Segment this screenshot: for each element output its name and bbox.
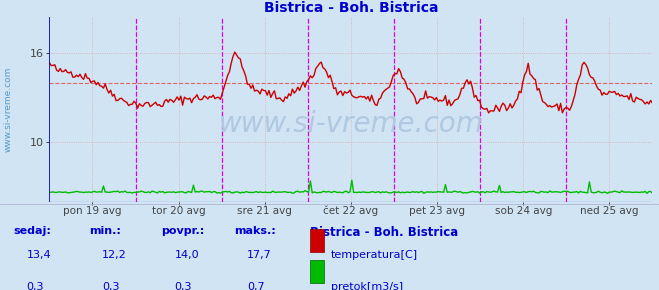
- Text: www.si-vreme.com: www.si-vreme.com: [219, 110, 483, 138]
- Text: 17,7: 17,7: [247, 250, 272, 260]
- Text: 13,4: 13,4: [26, 250, 51, 260]
- Text: 0,3: 0,3: [102, 282, 120, 290]
- Text: min.:: min.:: [89, 226, 121, 235]
- Text: 12,2: 12,2: [102, 250, 127, 260]
- Text: 0,3: 0,3: [26, 282, 44, 290]
- Text: Bistrica - Boh. Bistrica: Bistrica - Boh. Bistrica: [310, 226, 458, 239]
- Text: www.si-vreme.com: www.si-vreme.com: [4, 67, 13, 152]
- Title: Bistrica - Boh. Bistrica: Bistrica - Boh. Bistrica: [264, 1, 438, 15]
- Text: 0,3: 0,3: [175, 282, 192, 290]
- Bar: [310, 260, 324, 283]
- Text: temperatura[C]: temperatura[C]: [331, 250, 418, 260]
- Text: maks.:: maks.:: [234, 226, 275, 235]
- Text: 14,0: 14,0: [175, 250, 199, 260]
- Text: povpr.:: povpr.:: [161, 226, 205, 235]
- Bar: [310, 229, 324, 252]
- Text: pretok[m3/s]: pretok[m3/s]: [331, 282, 403, 290]
- Text: 0,7: 0,7: [247, 282, 265, 290]
- Text: sedaj:: sedaj:: [13, 226, 51, 235]
